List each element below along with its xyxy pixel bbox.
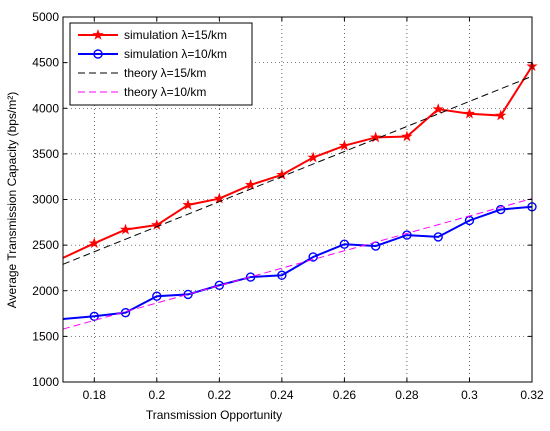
y-tick-label: 2500	[32, 238, 59, 252]
y-tick-label: 5000	[32, 10, 59, 24]
series-line-1	[62, 205, 533, 321]
series-0-point	[338, 139, 351, 151]
series-0-point	[307, 151, 319, 163]
x-tick-label: 0.3	[461, 388, 478, 402]
x-tick-label: 0.24	[270, 388, 294, 402]
x-tick-label: 0.26	[333, 388, 357, 402]
series-1-point	[183, 289, 193, 300]
series-0-point	[244, 178, 257, 190]
series-1-point	[152, 291, 162, 301]
legend-label-3: theory λ=10/km	[124, 85, 206, 99]
series-0-point	[463, 107, 476, 119]
legend-label-2: theory λ=15/km	[124, 66, 206, 80]
series-0-point	[401, 130, 413, 142]
series-1-point	[89, 311, 99, 321]
x-tick-label: 0.18	[83, 388, 107, 402]
x-axis-ticks: 0.18 0.2 0.22 0.24 0.26 0.28 0.3 0.32	[83, 17, 544, 402]
legend-label-1: simulation λ=10/km	[124, 47, 227, 61]
series-1-point	[496, 204, 506, 215]
series-1-point	[308, 252, 318, 262]
legend-marker-1	[93, 49, 103, 59]
y-tick-label: 3000	[32, 193, 59, 207]
series-0-point	[213, 192, 225, 204]
series-1-point	[245, 272, 256, 282]
y-tick-label: 4000	[32, 101, 59, 115]
series-0-point	[88, 237, 100, 249]
y-tick-label: 3500	[32, 147, 59, 161]
series-line-3	[62, 198, 533, 330]
series-line-0	[62, 65, 533, 259]
y-axis-label: Average Transmission Capacity (bps/m²)	[5, 92, 19, 309]
series-1-point	[277, 270, 287, 280]
y-axis-ticks: 1000 1500 2000 2500 3000 3500 4000 4500 5000	[32, 10, 532, 389]
legend-marker-0	[92, 29, 104, 40]
x-tick-label: 0.2	[148, 388, 165, 402]
x-tick-label: 0.28	[395, 388, 419, 402]
legend: simulation λ=15/km simulation λ=10/km theo…	[69, 22, 253, 106]
y-tick-label: 1500	[32, 329, 59, 343]
series-1-point	[339, 239, 350, 249]
y-tick-label: 2000	[32, 284, 59, 298]
x-tick-label: 0.32	[520, 388, 544, 402]
series-group	[62, 60, 538, 330]
y-tick-label: 4500	[32, 56, 59, 70]
series-0-point	[432, 103, 444, 114]
series-0-point	[495, 109, 507, 121]
series-1-point	[214, 280, 225, 290]
series-line-2	[62, 75, 533, 265]
series-1-point	[433, 232, 443, 242]
legend-label-0: simulation λ=15/km	[124, 28, 227, 42]
x-axis-label: Transmission Opportunity	[146, 408, 282, 422]
series-0-point	[119, 223, 132, 235]
y-tick-label: 1000	[32, 375, 59, 389]
series-0-point	[182, 199, 194, 210]
x-tick-label: 0.22	[208, 388, 232, 402]
series-1-point	[402, 230, 412, 240]
